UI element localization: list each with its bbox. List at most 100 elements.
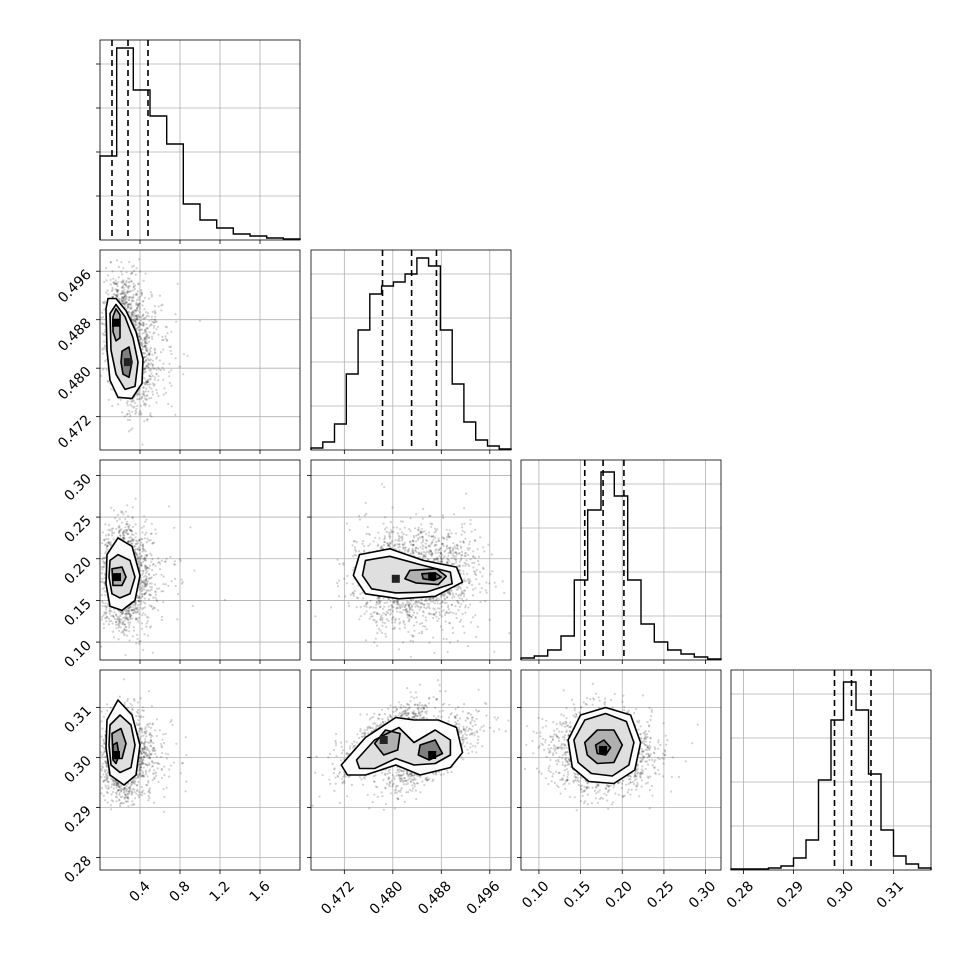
sample-point: [138, 538, 141, 541]
sample-point: [134, 320, 137, 323]
sample-point: [147, 366, 150, 369]
sample-point: [488, 618, 491, 621]
sample-point: [112, 615, 115, 618]
sample-point: [149, 375, 152, 378]
sample-point: [100, 322, 103, 325]
sample-point: [146, 342, 149, 345]
sample-point: [128, 260, 131, 264]
sample-point: [447, 554, 450, 557]
sample-point: [134, 542, 137, 546]
sample-point: [379, 618, 382, 621]
sample-point: [462, 600, 465, 603]
sample-point: [143, 342, 146, 345]
sample-point: [427, 534, 430, 537]
sample-point: [374, 637, 377, 640]
sample-point: [136, 298, 139, 301]
sample-point: [148, 375, 151, 378]
sample-point: [148, 352, 151, 355]
sample-point: [382, 522, 385, 525]
sample-point: [133, 317, 137, 320]
sample-point: [126, 291, 129, 294]
sample-point: [400, 531, 403, 534]
sample-point: [148, 359, 151, 362]
sample-point: [132, 296, 135, 299]
sample-point: [149, 412, 152, 415]
sample-point: [157, 394, 160, 397]
sample-point: [140, 622, 144, 625]
sample-point: [123, 628, 126, 631]
sample-point: [129, 541, 132, 544]
sample-point: [437, 537, 440, 540]
sample-point: [103, 586, 106, 589]
sample-point: [152, 541, 156, 544]
sample-point: [147, 315, 150, 318]
sample-point: [424, 607, 428, 610]
sample-point: [128, 277, 131, 280]
sample-point: [136, 633, 139, 637]
sample-point: [135, 642, 138, 645]
sample-point: [176, 282, 179, 285]
sample-point: [151, 365, 154, 368]
sample-point: [135, 608, 138, 611]
sample-point: [454, 555, 457, 558]
sample-point: [111, 295, 114, 299]
sample-point: [471, 616, 475, 619]
sample-point: [390, 604, 393, 607]
sample-point: [105, 606, 108, 609]
sample-point: [157, 366, 160, 369]
sample-point: [452, 548, 455, 551]
sample-point: [151, 310, 154, 313]
sample-point: [160, 559, 163, 562]
sample-point: [136, 555, 139, 558]
sample-point: [138, 302, 141, 305]
sample-point: [441, 558, 444, 561]
sample-point: [162, 348, 165, 351]
sample-point: [412, 624, 415, 627]
sample-point: [355, 606, 358, 609]
sample-point: [120, 521, 124, 524]
sample-point: [124, 526, 127, 529]
sample-point: [140, 397, 143, 400]
sample-point: [447, 604, 450, 607]
sample-point: [461, 612, 464, 616]
sample-point: [110, 534, 114, 537]
sample-point: [452, 542, 455, 545]
sample-point: [128, 626, 131, 629]
sample-point: [111, 404, 114, 408]
sample-point: [99, 374, 103, 378]
sample-point: [390, 531, 393, 534]
sample-point: [105, 279, 108, 282]
sample-point: [145, 387, 148, 390]
sample-point: [425, 619, 428, 622]
sample-point: [162, 362, 165, 365]
sample-point: [120, 511, 123, 514]
sample-point: [153, 376, 156, 379]
sample-point: [451, 562, 454, 565]
sample-point: [133, 319, 136, 322]
sample-point: [419, 546, 422, 549]
sample-point: [140, 291, 143, 294]
sample-point: [424, 555, 427, 558]
sample-point: [142, 525, 145, 528]
sample-point: [189, 526, 192, 529]
sample-point: [466, 572, 469, 575]
sample-point: [452, 611, 455, 615]
sample-point: [130, 400, 133, 403]
sample-point: [139, 341, 143, 344]
sample-point: [458, 593, 461, 596]
sample-point: [133, 312, 136, 315]
sample-point: [170, 384, 173, 387]
sample-point: [123, 303, 126, 306]
sample-point: [463, 631, 466, 634]
sample-point: [461, 564, 465, 567]
sample-point: [127, 305, 130, 308]
sample-point: [441, 542, 444, 546]
sample-point: [104, 330, 107, 334]
sample-point: [368, 617, 371, 620]
sample-point: [124, 283, 127, 286]
sample-point: [124, 518, 127, 521]
sample-point: [130, 542, 134, 545]
sample-point: [133, 405, 136, 408]
sample-point: [475, 578, 478, 581]
